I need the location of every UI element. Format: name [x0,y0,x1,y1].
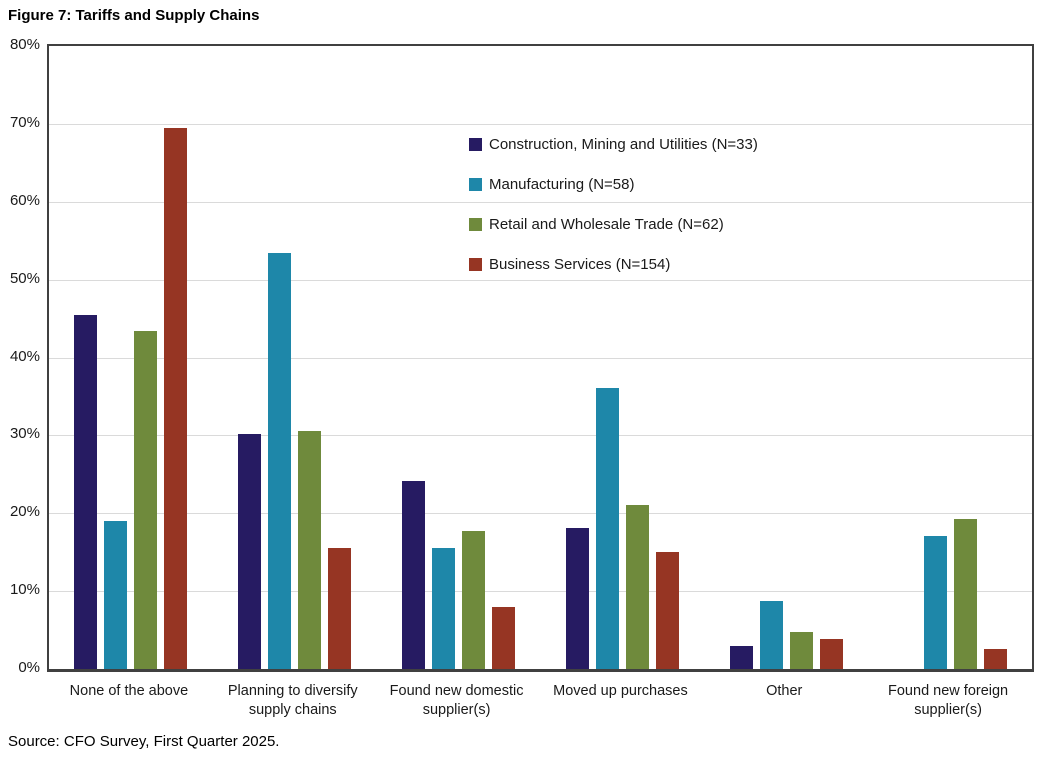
bar [595,387,619,669]
legend-label: Retail and Wholesale Trade (N=62) [489,215,724,233]
bar [565,528,589,669]
gridline [49,123,1032,125]
legend-label: Business Services (N=154) [489,255,671,273]
bar [298,431,322,669]
y-tick-label: 40% [9,347,40,365]
y-tick-label: 50% [9,269,40,287]
y-tick-label: 20% [9,503,40,521]
source-note: Source: CFO Survey, First Quarter 2025. [8,733,280,750]
chart-title: Figure 7: Tariffs and Supply Chains [8,7,260,24]
legend: Construction, Mining and Utilities (N=33… [469,124,758,284]
y-tick-label: 10% [9,581,40,599]
legend-item: Retail and Wholesale Trade (N=62) [469,204,758,244]
gridline [49,591,1032,593]
gridline [49,357,1032,359]
bar [268,253,292,669]
y-axis-tick-labels: 0% 10% 20% 30% 40% 50% 60% 70% 80% [0,36,40,676]
x-category-label: Planning to diversify supply chains [227,683,358,718]
bar [789,631,813,669]
legend-label: Construction, Mining and Utilities (N=33… [489,135,758,153]
x-category-label: Moved up purchases [553,683,688,699]
x-category-label: Found new foreign supplier(s) [888,683,1009,718]
y-tick-label: 80% [9,36,40,53]
bar [134,331,158,669]
bar [402,480,426,669]
bar [759,601,783,669]
bar [432,547,456,669]
bar [923,535,947,669]
x-category-label: None of the above [69,683,189,699]
bar [164,127,188,669]
legend-swatch-icon [469,137,482,151]
bar [104,521,128,669]
bar [625,505,649,669]
bar [328,547,352,669]
gridline [49,513,1032,515]
bar [655,552,679,669]
legend-swatch-icon [469,177,482,191]
y-tick-label: 70% [9,113,40,131]
bar [462,531,486,669]
legend-swatch-icon [469,217,482,231]
bar [983,648,1007,669]
gridline [49,279,1032,281]
legend-item: Manufacturing (N=58) [469,164,758,204]
y-tick-label: 0% [18,659,40,676]
bar [492,607,516,669]
bar [74,315,98,669]
x-category-label: Other [766,683,803,699]
bar [238,433,262,669]
legend-label: Manufacturing (N=58) [489,175,635,193]
gridline [49,201,1032,203]
bar [819,638,843,669]
x-category-label: Found new domestic supplier(s) [389,683,524,718]
y-tick-label: 30% [9,425,40,443]
plot-area: Construction, Mining and Utilities (N=33… [47,44,1034,672]
bar [953,518,977,669]
legend-item: Business Services (N=154) [469,244,758,284]
bar [729,645,753,669]
gridline [49,435,1032,437]
legend-swatch-icon [469,257,482,271]
legend-item: Construction, Mining and Utilities (N=33… [469,124,758,164]
y-tick-label: 60% [9,191,40,209]
